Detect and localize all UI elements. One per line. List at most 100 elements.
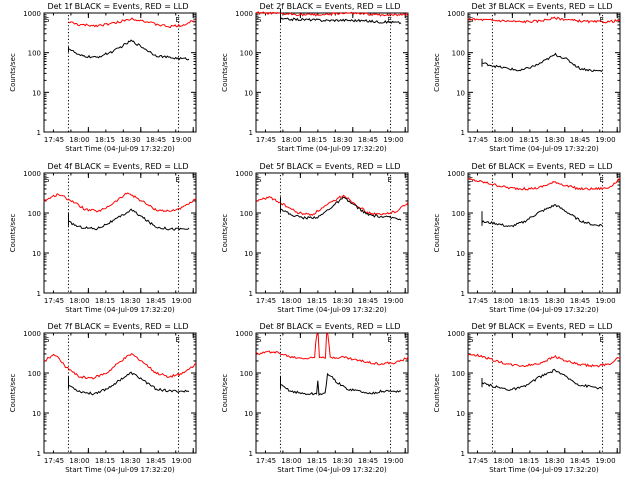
y-axis-label: Counts/sec [9,374,17,413]
panel-title: Det 5f BLACK = Events, RED = LLD [259,162,400,171]
plot-frame [43,172,197,294]
y-tick-label: 1000 [23,10,41,18]
series-events-line [481,368,603,391]
x-tick-label: 18:30 [544,297,564,305]
y-tick-label: 1000 [23,330,41,338]
start-marker-label: S [257,336,262,344]
series-lld-line [255,332,409,366]
x-tick-label: 17:45 [256,457,276,465]
y-tick-label: 10 [244,410,253,418]
y-tick-label: 10 [32,250,41,258]
x-tick-label: 18:00 [281,457,301,465]
panel-title: Det 1f BLACK = Events, RED = LLD [47,2,188,11]
x-tick-label: 18:30 [544,136,564,144]
x-tick-label: 18:15 [519,457,539,465]
panel-det-9: Det 9f BLACK = Events, RED = LLD 1 10 100 10… [433,322,621,474]
end-marker-label: E [388,176,392,184]
series-lld-line [43,192,197,213]
x-tick-label: 18:45 [570,136,590,144]
y-axis-label: Counts/sec [433,53,441,92]
x-tick-label: 18:45 [146,457,166,465]
x-tick-label: 18:30 [120,457,140,465]
series-events-line [68,208,190,231]
y-tick-label: 10 [456,410,465,418]
series-events-line [68,39,190,61]
end-marker-label: E [388,336,392,344]
y-tick-label: 10 [32,89,41,97]
x-axis-label: Start Time (04-Jul-09 17:32:20) [65,466,175,474]
end-marker-label: E [176,176,180,184]
x-tick-label: 18:00 [281,136,301,144]
plot-frame [467,332,621,454]
end-marker-label: E [176,16,180,24]
x-tick-label: 18:30 [120,297,140,305]
start-marker-label: S [45,176,50,184]
x-axis-label: Start Time (04-Jul-09 17:32:20) [65,145,175,153]
y-axis-label: Counts/sec [221,374,229,413]
y-tick-label: 10 [244,89,253,97]
x-tick-label: 19:00 [171,457,191,465]
x-tick-label: 18:15 [95,136,115,144]
x-tick-label: 18:45 [570,457,590,465]
series-lld-line [68,17,195,29]
y-tick-label: 100 [240,210,253,218]
x-tick-label: 19:00 [383,457,403,465]
x-tick-label: 18:00 [69,457,89,465]
x-axis-label: Start Time (04-Jul-09 17:32:20) [277,306,387,314]
y-tick-label: 100 [452,210,465,218]
series-events-line [481,52,603,73]
y-tick-label: 1 [249,290,253,298]
y-tick-label: 1 [37,290,41,298]
y-tick-label: 100 [28,210,41,218]
plot-frame [467,172,621,294]
x-tick-label: 19:00 [595,457,615,465]
x-tick-label: 17:45 [468,136,488,144]
series-lld-line [467,353,621,368]
x-axis-label: Start Time (04-Jul-09 17:32:20) [277,145,387,153]
x-tick-label: 19:00 [595,297,615,305]
x-tick-label: 18:45 [358,457,378,465]
x-tick-label: 18:00 [493,297,513,305]
y-tick-label: 100 [28,370,41,378]
plot-frame [43,332,197,454]
plot-frame [467,12,621,133]
y-axis-label: Counts/sec [9,214,17,253]
series-events-line [68,371,190,396]
x-tick-label: 18:30 [332,136,352,144]
series-lld-line [467,16,621,24]
x-tick-label: 18:30 [544,457,564,465]
series-events-line [280,196,402,221]
y-tick-label: 100 [452,370,465,378]
series-lld-line [255,194,409,216]
x-tick-label: 18:15 [519,136,539,144]
panel-det-8: Det 8f BLACK = Events, RED = LLD 1 10 100 10… [221,322,409,474]
x-tick-label: 18:00 [69,136,89,144]
x-tick-label: 18:15 [519,297,539,305]
y-axis-label: Counts/sec [221,214,229,253]
x-tick-label: 18:45 [570,297,590,305]
series-lld-line [43,353,197,380]
end-marker-label: E [600,176,604,184]
y-tick-label: 100 [240,50,253,58]
y-axis-label: Counts/sec [9,53,17,92]
series-lld-line [255,11,409,17]
y-tick-label: 1000 [447,10,465,18]
start-marker-label: S [257,176,262,184]
y-tick-label: 10 [32,410,41,418]
x-tick-label: 18:30 [332,297,352,305]
x-tick-label: 18:15 [307,457,327,465]
panel-det-3: Det 3f BLACK = Events, RED = LLD 1 10 100 10… [433,2,621,153]
panel-title: Det 4f BLACK = Events, RED = LLD [47,162,188,171]
y-tick-label: 1000 [447,170,465,178]
panel-det-2: Det 2f BLACK = Events, RED = LLD 1 10 100 10… [221,2,409,153]
y-tick-label: 1 [461,290,465,298]
x-axis-label: Start Time (04-Jul-09 17:32:20) [489,466,599,474]
panel-title: Det 2f BLACK = Events, RED = LLD [259,2,400,11]
x-tick-label: 17:45 [256,136,276,144]
x-tick-label: 17:45 [468,457,488,465]
x-axis-label: Start Time (04-Jul-09 17:32:20) [277,466,387,474]
x-tick-label: 17:45 [44,136,64,144]
panel-det-7: Det 7f BLACK = Events, RED = LLD 1 10 100 10… [9,322,197,474]
x-tick-label: 18:00 [281,297,301,305]
